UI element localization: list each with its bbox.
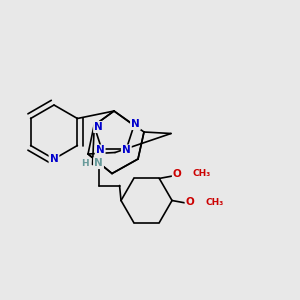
Text: N: N [50, 154, 58, 164]
Text: O: O [173, 169, 182, 179]
Text: N: N [96, 146, 104, 155]
Text: N: N [94, 158, 103, 168]
Text: H: H [81, 158, 89, 167]
Text: CH₃: CH₃ [192, 169, 211, 178]
Text: N: N [131, 119, 140, 129]
Text: N: N [122, 146, 131, 155]
Text: O: O [186, 197, 194, 207]
Text: CH₃: CH₃ [205, 197, 223, 206]
Text: N: N [94, 122, 103, 132]
